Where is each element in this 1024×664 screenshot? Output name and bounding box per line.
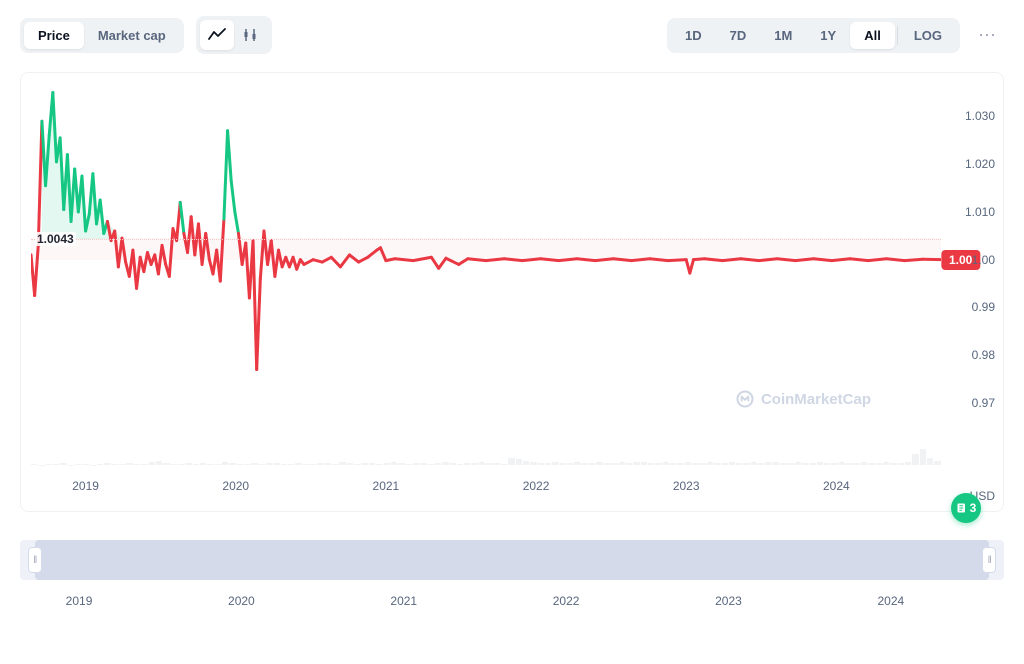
x-tick: 2022 xyxy=(523,479,550,493)
x-tick: 2019 xyxy=(72,479,99,493)
navigator-x-tick: 2021 xyxy=(390,594,417,608)
start-value-label: 1.0043 xyxy=(35,232,76,246)
navigator-handle-right[interactable]: ǁ xyxy=(982,547,996,573)
news-fab[interactable]: 3 xyxy=(951,493,981,523)
metric-tab-price[interactable]: Price xyxy=(24,22,84,49)
navigator-x-tick: 2020 xyxy=(228,594,255,608)
candlestick-chart-icon[interactable] xyxy=(234,20,268,50)
range-tab-7d[interactable]: 7D xyxy=(716,22,761,49)
price-line xyxy=(31,83,941,465)
volume-bars xyxy=(31,419,941,465)
range-tab-1d[interactable]: 1D xyxy=(671,22,716,49)
news-count: 3 xyxy=(970,501,977,515)
navigator-selection[interactable] xyxy=(35,540,990,580)
navigator-x-tick: 2023 xyxy=(715,594,742,608)
range-tab-1y[interactable]: 1Y xyxy=(806,22,850,49)
chart-style-toggle xyxy=(196,16,272,54)
line-chart-icon[interactable] xyxy=(200,20,234,50)
chart-toolbar: PriceMarket cap 1D7D1M1YAllLOG ⋯ xyxy=(0,0,1024,62)
range-tab-1m[interactable]: 1M xyxy=(760,22,806,49)
navigator-handle-left[interactable]: ǁ xyxy=(28,547,42,573)
y-tick: 1.030 xyxy=(945,109,995,123)
y-axis: 0.97 0.98 0.99 1.00 1.010 1.020 1.030 xyxy=(941,83,1003,465)
range-tab-all[interactable]: All xyxy=(850,22,895,49)
log-scale-toggle[interactable]: LOG xyxy=(900,22,956,49)
y-tick: 1.020 xyxy=(945,157,995,171)
navigator-x-tick: 2022 xyxy=(553,594,580,608)
x-tick: 2021 xyxy=(373,479,400,493)
x-tick: 2024 xyxy=(823,479,850,493)
y-tick: 0.97 xyxy=(945,396,995,410)
y-tick: 1.010 xyxy=(945,205,995,219)
navigator-track[interactable]: ǁ ǁ xyxy=(20,540,1004,580)
x-tick: 2023 xyxy=(673,479,700,493)
x-axis: 2019 2020 2021 2022 2023 2024 xyxy=(31,465,941,511)
price-chart: 1.0043 1.00 CoinMarketCap 0.97 0.98 0.99 1.… xyxy=(20,72,1004,512)
navigator-axis: 2019 2020 2021 2022 2023 2024 xyxy=(20,586,1004,616)
metric-segmented-control: PriceMarket cap xyxy=(20,18,184,53)
y-tick: 0.98 xyxy=(945,348,995,362)
navigator-x-tick: 2024 xyxy=(877,594,904,608)
plot-area[interactable]: 1.0043 1.00 CoinMarketCap xyxy=(31,83,941,465)
range-segmented-control: 1D7D1M1YAllLOG xyxy=(667,18,960,53)
more-options-icon[interactable]: ⋯ xyxy=(972,19,1004,51)
range-navigator: ǁ ǁ 2019 2020 2021 2022 2023 2024 xyxy=(20,540,1004,616)
navigator-x-tick: 2019 xyxy=(66,594,93,608)
y-tick: 1.00 xyxy=(945,253,995,267)
y-tick: 0.99 xyxy=(945,300,995,314)
metric-tab-market-cap[interactable]: Market cap xyxy=(84,22,180,49)
x-tick: 2020 xyxy=(222,479,249,493)
